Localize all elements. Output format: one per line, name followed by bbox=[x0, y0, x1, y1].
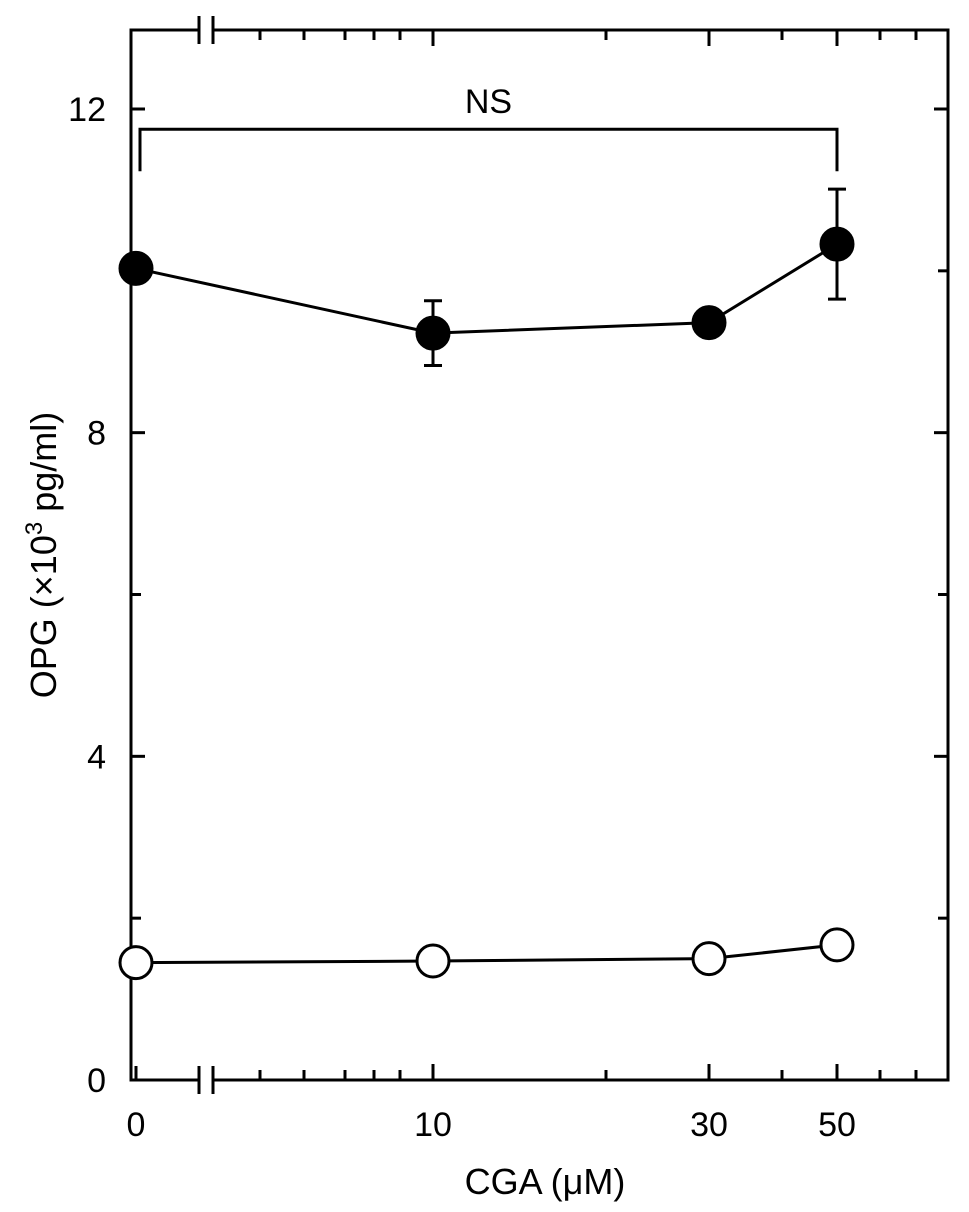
y-axis-label-main: OPG (×10 bbox=[23, 535, 64, 698]
x-tick-label: 0 bbox=[127, 1106, 146, 1144]
y-axis-label: OPG (×103 pg/ml) bbox=[21, 412, 64, 698]
x-tick-label: 30 bbox=[690, 1106, 728, 1144]
x-tick-label: 50 bbox=[818, 1106, 856, 1144]
axis-break-gap-bottom bbox=[200, 1066, 213, 1094]
y-tick-label: 12 bbox=[68, 91, 106, 129]
axis-ticks bbox=[131, 30, 948, 1082]
data-point bbox=[819, 927, 855, 963]
data-point bbox=[691, 941, 727, 977]
ns-bracket bbox=[138, 127, 839, 172]
y-tick-label: 0 bbox=[87, 1062, 106, 1100]
y-axis-label-unit: pg/ml) bbox=[23, 412, 64, 522]
plot-border bbox=[129, 28, 950, 1082]
y-tick-label: 4 bbox=[87, 738, 106, 776]
data-point bbox=[415, 315, 451, 351]
data-point bbox=[691, 305, 727, 341]
y-tick-labels: 0 4 8 12 bbox=[68, 91, 106, 1100]
series-line bbox=[135, 943, 838, 965]
series-line bbox=[135, 242, 838, 335]
axis-breaks bbox=[197, 16, 215, 1094]
y-tick-label: 8 bbox=[87, 415, 106, 453]
data-point bbox=[118, 945, 154, 981]
x-tick-label: 10 bbox=[414, 1106, 452, 1144]
data-point bbox=[819, 226, 855, 262]
series-layer bbox=[118, 187, 855, 981]
y-axis-label-superscript: 3 bbox=[21, 522, 48, 535]
x-tick-labels: 0 10 30 50 bbox=[127, 1106, 856, 1144]
axis-break-gap-top bbox=[200, 16, 213, 44]
ns-label: NS bbox=[465, 83, 512, 121]
significance-annotation: NS bbox=[138, 83, 839, 172]
data-point bbox=[118, 250, 154, 286]
plot-frame bbox=[129, 28, 950, 1082]
x-axis-label: CGA (μM) bbox=[465, 1161, 626, 1202]
data-point bbox=[415, 943, 451, 979]
